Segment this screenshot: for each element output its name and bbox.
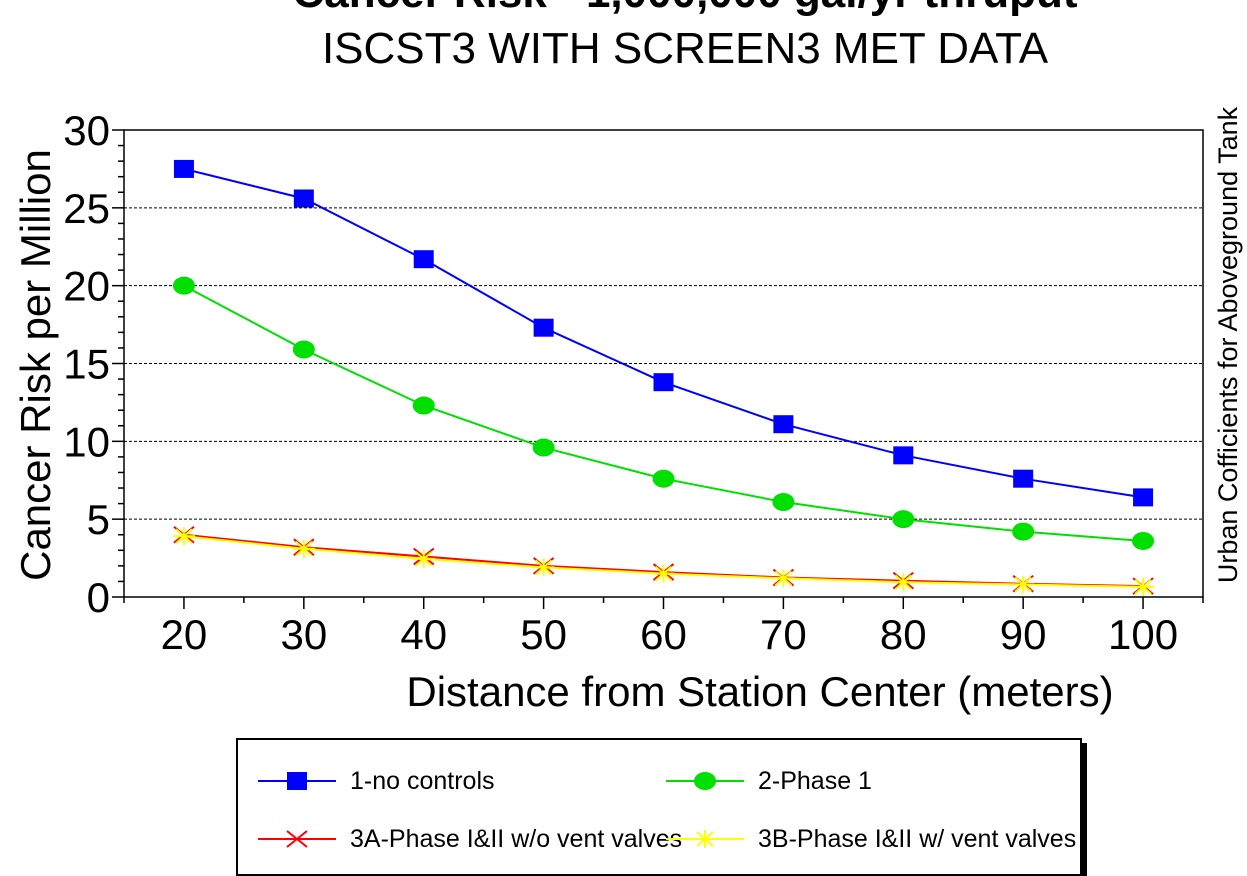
legend-swatch xyxy=(666,830,744,848)
legend-swatch xyxy=(258,772,336,790)
legend: 1-no controls 2-Phase 1 3A-Phase I&II w/o … xyxy=(236,738,1082,876)
legend-swatch-marker xyxy=(287,772,307,790)
x-axis-title: Distance from Station Center (meters) xyxy=(406,668,1113,715)
data-point-series-2 xyxy=(892,510,915,529)
legend-swatch xyxy=(258,830,336,848)
y-tick-label: 10 xyxy=(63,418,110,465)
series-line-2 xyxy=(183,284,1144,542)
data-point-series-4 xyxy=(772,569,795,588)
legend-label: 1-no controls xyxy=(350,766,495,795)
x-tick-label: 60 xyxy=(640,611,687,658)
data-point-series-4 xyxy=(1132,577,1155,596)
data-point-series-2 xyxy=(292,340,315,359)
data-point-series-4 xyxy=(172,527,195,546)
x-tick-label: 100 xyxy=(1108,611,1178,658)
data-point-series-4 xyxy=(532,558,555,577)
x-tick-label: 30 xyxy=(280,611,327,658)
data-point-series-1 xyxy=(653,373,674,392)
y-tick-label: 20 xyxy=(63,263,110,310)
data-point-series-1 xyxy=(1013,469,1034,488)
data-point-series-2 xyxy=(1132,531,1155,550)
legend-swatch-marker xyxy=(694,772,716,790)
y-tick-label: 25 xyxy=(63,185,110,232)
data-point-series-1 xyxy=(773,415,794,434)
legend-label: 3A-Phase I&II w/o vent valves xyxy=(350,824,683,853)
y-tick-label: 5 xyxy=(87,496,110,543)
chart-subtitle: ISCST3 WITH SCREEN3 MET DATA xyxy=(321,24,1049,73)
data-point-series-1 xyxy=(1133,488,1154,507)
data-point-series-2 xyxy=(412,396,435,415)
y-axis-title: Cancer Risk per Million xyxy=(12,149,59,581)
legend-item-4: 3B-Phase I&II w/ vent valves xyxy=(666,824,1076,854)
legend-item-1: 1-no controls xyxy=(258,766,495,796)
legend-swatch xyxy=(666,772,744,790)
data-point-series-1 xyxy=(533,318,554,337)
legend-swatch-marker xyxy=(286,830,308,848)
legend-item-2: 2-Phase 1 xyxy=(666,766,872,796)
x-tick-label: 80 xyxy=(880,611,927,658)
y-tick-label: 0 xyxy=(87,574,110,621)
data-point-series-2 xyxy=(1012,522,1035,541)
axes-layer: 0 5 10 15 20 25 30 20 30 40 50 60 70 80 90 100 xyxy=(63,107,1204,658)
data-point-series-4 xyxy=(412,549,435,568)
data-point-series-4 xyxy=(892,573,915,592)
x-tick-label: 50 xyxy=(520,611,567,658)
data-point-series-2 xyxy=(772,493,795,512)
data-point-series-1 xyxy=(173,159,194,178)
y-tick-label: 30 xyxy=(63,107,110,154)
x-tick-label: 90 xyxy=(1000,611,1047,658)
data-point-series-4 xyxy=(1012,575,1035,594)
data-point-series-4 xyxy=(292,539,315,558)
data-point-series-1 xyxy=(293,189,314,208)
x-tick-label: 40 xyxy=(400,611,447,658)
legend-item-3: 3A-Phase I&II w/o vent valves xyxy=(258,824,682,854)
legend-swatch-marker xyxy=(694,830,716,848)
x-tick-label: 70 xyxy=(760,611,807,658)
data-point-series-2 xyxy=(172,276,195,295)
data-point-series-1 xyxy=(893,446,914,465)
data-point-series-1 xyxy=(413,250,434,269)
data-point-series-2 xyxy=(652,469,675,488)
chart-title: Cancer Risk - 1,000,000 gal/yr thruput xyxy=(120,0,1247,18)
series-line-1 xyxy=(183,167,1144,499)
legend-label: 3B-Phase I&II w/ vent valves xyxy=(758,824,1077,853)
data-point-series-4 xyxy=(652,564,675,583)
secondary-y-axis-title: Urban Cofficients for Aboveground Tank xyxy=(1213,106,1243,583)
data-point-series-2 xyxy=(532,438,555,457)
legend-label: 2-Phase 1 xyxy=(758,766,872,795)
x-tick-label: 20 xyxy=(161,611,208,658)
series-layer xyxy=(172,159,1155,596)
y-tick-label: 15 xyxy=(63,341,110,388)
